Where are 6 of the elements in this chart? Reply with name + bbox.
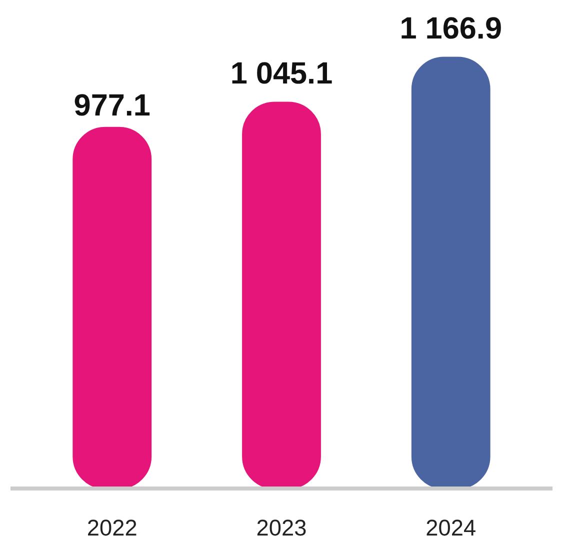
x-tick-label: 2024 <box>426 514 476 538</box>
data-label: 1 045.1 <box>230 56 333 90</box>
x-tick-label: 2022 <box>86 514 138 538</box>
data-label: 977.1 <box>74 88 150 122</box>
data-label: 1 166.9 <box>400 11 502 46</box>
x-tick-label: 2023 <box>256 514 307 538</box>
